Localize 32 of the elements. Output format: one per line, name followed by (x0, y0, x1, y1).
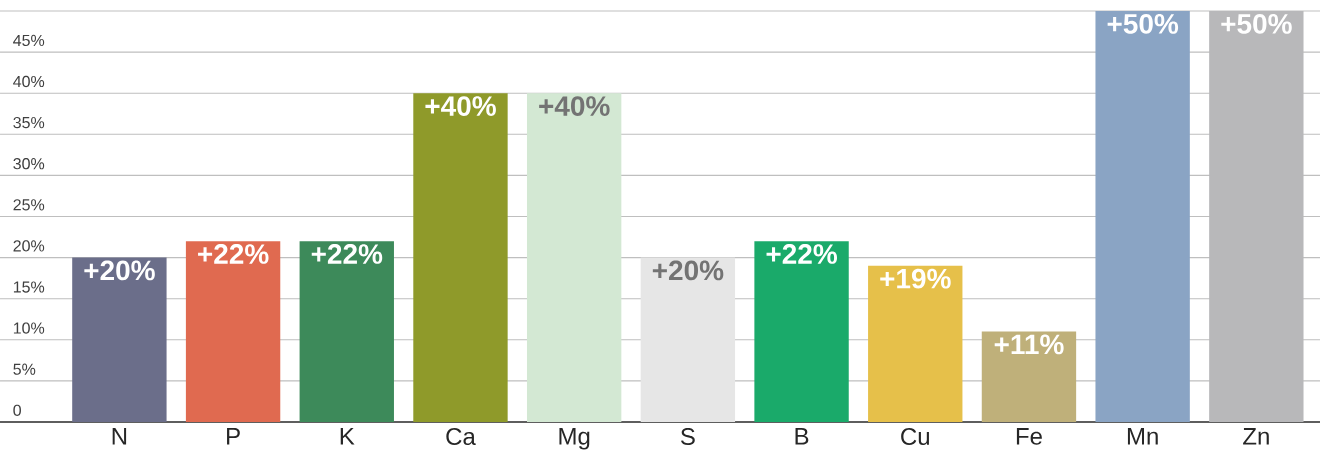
y-tick-label: 45% (13, 34, 45, 47)
data-label: +50% (1221, 13, 1292, 34)
x-tick-label: Fe (1016, 428, 1042, 445)
data-label: +20% (84, 260, 155, 281)
x-tick-label: K (340, 428, 355, 445)
x-tick-label: Mg (559, 428, 590, 450)
data-label: +11% (994, 334, 1064, 355)
data-label: +22% (311, 244, 383, 264)
data-label: +22% (766, 244, 837, 264)
y-tick-label: 20% (13, 240, 45, 252)
x-tick-label: Ca (446, 428, 476, 446)
y-tick-label: 25% (13, 199, 45, 211)
x-tick-label: Zn (1243, 428, 1269, 445)
y-tick-label: 5% (13, 363, 36, 375)
data-label: +40% (425, 96, 496, 116)
y-tick-label: 30% (13, 158, 45, 170)
data-label: +19% (880, 268, 951, 289)
data-label: +22% (198, 244, 269, 264)
x-tick-label: P (227, 428, 240, 445)
y-tick-label: 35% (13, 116, 45, 129)
x-tick-label: B (795, 428, 809, 445)
data-label: +50% (1107, 13, 1179, 34)
y-tick-label: 40% (13, 75, 45, 88)
data-label: +20% (652, 260, 724, 281)
y-tick-label: 10% (13, 322, 45, 334)
x-tick-label: Mn (1127, 428, 1158, 445)
y-tick-label: 15% (13, 281, 45, 293)
x-tick-label: N (112, 428, 127, 445)
x-tick-label: Cu (901, 428, 929, 446)
y-tick-label: 0 (13, 404, 21, 416)
x-tick-label: S (680, 428, 695, 446)
data-label: +40% (539, 96, 610, 116)
